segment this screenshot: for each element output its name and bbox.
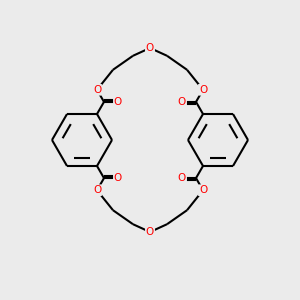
Text: O: O (93, 185, 101, 195)
Text: O: O (114, 97, 122, 107)
Text: O: O (93, 85, 101, 95)
Text: O: O (146, 227, 154, 237)
Text: O: O (146, 43, 154, 53)
Text: O: O (199, 185, 207, 195)
Text: O: O (114, 173, 122, 183)
Text: O: O (178, 97, 186, 107)
Text: O: O (178, 173, 186, 183)
Text: O: O (199, 85, 207, 95)
